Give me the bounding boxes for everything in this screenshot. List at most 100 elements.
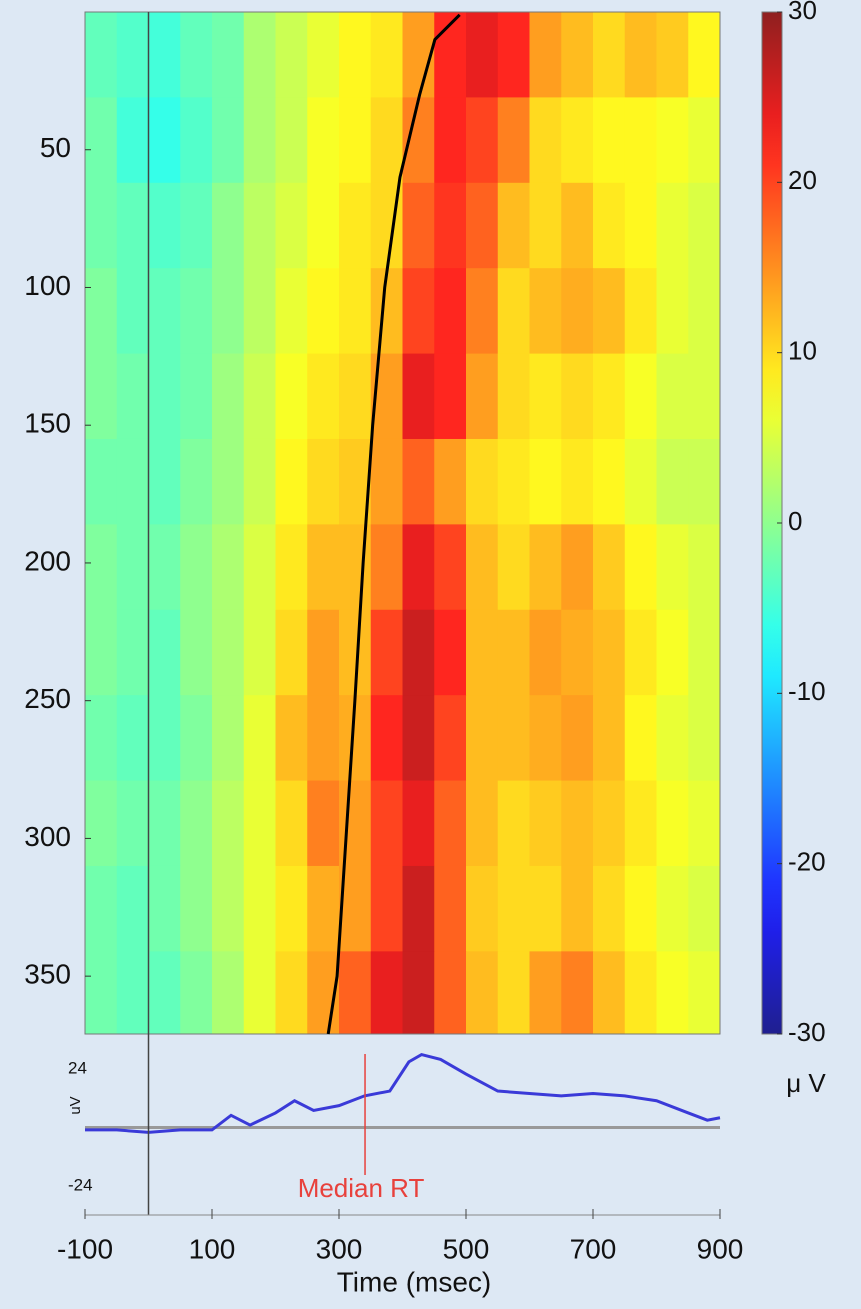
heatmap-cell: [561, 182, 594, 269]
heatmap-cell: [243, 780, 276, 867]
heatmap-cell: [529, 12, 562, 98]
heatmap-cell: [339, 524, 372, 611]
heatmap-cell: [180, 609, 213, 696]
heatmap-cell: [593, 695, 626, 782]
heatmap-cell: [656, 609, 689, 696]
heatmap-cell: [180, 97, 213, 184]
heatmap-cell: [466, 268, 499, 355]
heatmap-cell: [148, 780, 181, 867]
heatmap-cell: [212, 268, 245, 355]
heatmap-cell: [434, 182, 467, 269]
heatmap-cell: [497, 695, 530, 782]
heatmap-cell: [148, 268, 181, 355]
heatmap-cell: [497, 268, 530, 355]
heatmap-cell: [497, 438, 530, 525]
heatmap-cell: [402, 524, 435, 611]
heatmap-cell: [243, 97, 276, 184]
heatmap-cell: [434, 609, 467, 696]
heatmap-cell: [116, 353, 149, 440]
heatmap-cell: [624, 438, 657, 525]
heatmap-cell: [212, 865, 245, 952]
colorbar-tick-label: 30: [788, 0, 817, 25]
heatmap-cell: [402, 268, 435, 355]
colorbar-tick-label: 20: [788, 165, 817, 195]
heatmap-cell: [497, 865, 530, 952]
heatmap-cell: [402, 865, 435, 952]
heatmap-cell: [275, 268, 308, 355]
heatmap-cell: [370, 780, 403, 867]
heatmap-cell: [593, 438, 626, 525]
heatmap-cell: [593, 780, 626, 867]
colorbar-tick-label: 0: [788, 506, 802, 536]
heatmap-cell: [529, 438, 562, 525]
heatmap-cell: [148, 865, 181, 952]
heatmap-cell: [656, 695, 689, 782]
heatmap-cell: [529, 951, 562, 1035]
heatmap-cell: [529, 524, 562, 611]
heatmap-cell: [116, 12, 149, 98]
y-tick-label: 350: [24, 959, 71, 990]
heatmap-cell: [180, 182, 213, 269]
heatmap-cell: [85, 268, 118, 355]
heatmap-cell: [593, 353, 626, 440]
heatmap-cell: [561, 438, 594, 525]
heatmap-cell: [466, 609, 499, 696]
y-tick-label: 200: [24, 545, 71, 576]
heatmap-cell: [656, 268, 689, 355]
heatmap-cell: [339, 951, 372, 1035]
heatmap-cell: [116, 609, 149, 696]
heatmap-cell: [212, 182, 245, 269]
heatmap-cell: [529, 182, 562, 269]
heatmap-cell: [561, 97, 594, 184]
heatmap-cell: [561, 268, 594, 355]
heatmap-cell: [116, 524, 149, 611]
heatmap-cell: [529, 353, 562, 440]
heatmap-cell: [561, 353, 594, 440]
heatmap-cell: [275, 865, 308, 952]
heatmap-cell: [180, 780, 213, 867]
heatmap-cell: [402, 182, 435, 269]
heatmap-cell: [85, 97, 118, 184]
heatmap-cell: [688, 268, 721, 355]
heatmap-cell: [370, 524, 403, 611]
heatmap-cell: [339, 268, 372, 355]
heatmap-cell: [561, 780, 594, 867]
heatmap-cell: [497, 182, 530, 269]
heatmap-cell: [434, 524, 467, 611]
heatmap-cell: [180, 268, 213, 355]
heatmap-cell: [688, 524, 721, 611]
heatmap-cell: [593, 951, 626, 1035]
y-tick-label: 50: [40, 132, 71, 163]
heatmap-cell: [307, 695, 340, 782]
heatmap-cell: [656, 438, 689, 525]
heatmap-cell: [180, 12, 213, 98]
heatmap-cell: [370, 609, 403, 696]
heatmap-cell: [466, 695, 499, 782]
heatmap-cell: [243, 438, 276, 525]
heatmap-cell: [624, 865, 657, 952]
heatmap-cell: [656, 12, 689, 98]
erp-line: [85, 1052, 721, 1134]
heatmap-cell: [593, 97, 626, 184]
heatmap-cell: [624, 97, 657, 184]
erp-y-tick-label: 24: [68, 1059, 87, 1078]
heatmap-cell: [116, 695, 149, 782]
heatmap-cell: [434, 438, 467, 525]
heatmap-cell: [212, 524, 245, 611]
heatmap-cell: [466, 97, 499, 184]
x-tick-label: 100: [189, 1233, 236, 1264]
heatmap-cell: [688, 438, 721, 525]
heatmap-cell: [529, 609, 562, 696]
heatmap-cell: [593, 609, 626, 696]
colorbar-label: μ V: [786, 1068, 826, 1098]
heatmap-cell: [307, 182, 340, 269]
erp-y-label: uV: [67, 1096, 84, 1114]
heatmap-cell: [466, 438, 499, 525]
heatmap-cell: [180, 951, 213, 1035]
heatmap-cell: [339, 353, 372, 440]
heatmap-cell: [339, 12, 372, 98]
heatmap-cell: [624, 609, 657, 696]
heatmap-cell: [529, 695, 562, 782]
y-tick-label: 150: [24, 408, 71, 439]
heatmap-cell: [402, 609, 435, 696]
